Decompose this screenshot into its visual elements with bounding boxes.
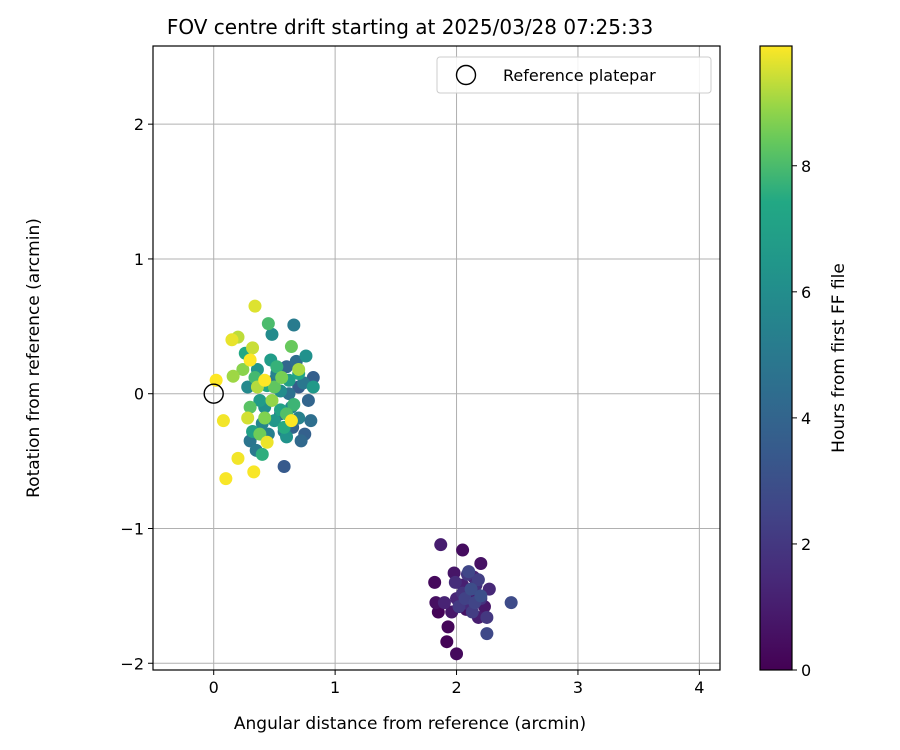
data-point bbox=[284, 414, 298, 428]
data-point bbox=[447, 566, 461, 580]
data-point bbox=[448, 575, 462, 589]
x-tick-label: 1 bbox=[330, 678, 340, 697]
data-point bbox=[474, 557, 488, 571]
data-point bbox=[258, 373, 272, 387]
data-point bbox=[437, 596, 451, 610]
data-point bbox=[462, 565, 476, 579]
colorbar-scale bbox=[759, 45, 793, 671]
data-point bbox=[258, 411, 272, 425]
data-point bbox=[241, 411, 255, 425]
data-point bbox=[428, 575, 442, 589]
data-point bbox=[225, 333, 239, 347]
y-tick-label: −2 bbox=[120, 654, 144, 673]
x-tick-label: 4 bbox=[694, 678, 704, 697]
data-point bbox=[464, 582, 478, 596]
data-point bbox=[440, 635, 454, 649]
data-point bbox=[301, 393, 315, 407]
colorbar-tick-label: 2 bbox=[801, 535, 811, 554]
data-point bbox=[277, 459, 291, 473]
data-point bbox=[260, 435, 274, 449]
data-point bbox=[294, 434, 308, 448]
x-tick-label: 2 bbox=[451, 678, 461, 697]
y-tick-label: −1 bbox=[120, 519, 144, 538]
data-point bbox=[255, 447, 269, 461]
data-point bbox=[456, 543, 470, 557]
x-tick-label: 3 bbox=[573, 678, 583, 697]
plot-area: 0 1 2 3 4 −2 −1 0 1 2 bbox=[120, 45, 721, 697]
data-point bbox=[253, 393, 267, 407]
colorbar-label: Hours from first FF file bbox=[829, 263, 849, 453]
data-point bbox=[480, 610, 494, 624]
colorbar-tick-label: 6 bbox=[801, 283, 811, 302]
colorbar-tick-label: 8 bbox=[801, 157, 811, 176]
colorbar-tick-label: 0 bbox=[801, 661, 811, 680]
reference-platepar-marker bbox=[203, 383, 224, 404]
data-point bbox=[247, 465, 261, 479]
data-point bbox=[267, 380, 281, 394]
data-point bbox=[434, 538, 448, 552]
data-point bbox=[261, 317, 275, 331]
data-point bbox=[474, 589, 488, 603]
y-axis-label: Rotation from reference (arcmin) bbox=[24, 218, 44, 498]
y-tick-label: 1 bbox=[134, 250, 144, 269]
data-point bbox=[219, 472, 233, 486]
data-point bbox=[243, 353, 257, 367]
data-point bbox=[292, 362, 306, 376]
colorbar-tick-label: 4 bbox=[801, 409, 811, 428]
data-point bbox=[441, 620, 455, 634]
data-point bbox=[216, 414, 230, 428]
chart-title: FOV centre drift starting at 2025/03/28 … bbox=[167, 15, 653, 39]
data-point bbox=[243, 400, 257, 414]
legend-entry-label: Reference platepar bbox=[503, 66, 656, 85]
data-point bbox=[306, 380, 320, 394]
y-tick-label: 0 bbox=[134, 385, 144, 404]
x-axis-label: Angular distance from reference (arcmin) bbox=[234, 714, 586, 734]
data-point bbox=[471, 573, 485, 587]
x-tick-label: 0 bbox=[209, 678, 219, 697]
data-point bbox=[458, 592, 472, 606]
data-point bbox=[226, 369, 240, 383]
data-point bbox=[504, 596, 518, 610]
plot-frame bbox=[152, 45, 721, 671]
data-point bbox=[306, 371, 320, 385]
data-point bbox=[248, 299, 262, 313]
data-point bbox=[287, 318, 301, 332]
data-point bbox=[284, 340, 298, 354]
data-point bbox=[231, 451, 245, 465]
colorbar: 0 2 4 6 8 bbox=[759, 45, 811, 680]
y-tick-label: 2 bbox=[134, 115, 144, 134]
legend-box bbox=[436, 56, 712, 94]
data-point bbox=[270, 360, 284, 374]
data-point bbox=[246, 341, 260, 355]
data-point bbox=[480, 627, 494, 641]
data-point bbox=[236, 362, 250, 376]
data-point bbox=[280, 360, 294, 374]
data-point bbox=[209, 373, 223, 387]
data-point bbox=[304, 414, 318, 428]
data-point bbox=[287, 397, 301, 411]
data-point bbox=[450, 647, 464, 661]
legend: Reference platepar bbox=[436, 56, 712, 94]
data-point bbox=[265, 327, 279, 341]
legend-marker-icon bbox=[455, 64, 477, 86]
data-point bbox=[265, 393, 279, 407]
data-point bbox=[241, 380, 255, 394]
data-point bbox=[275, 371, 289, 385]
data-point bbox=[299, 349, 313, 363]
